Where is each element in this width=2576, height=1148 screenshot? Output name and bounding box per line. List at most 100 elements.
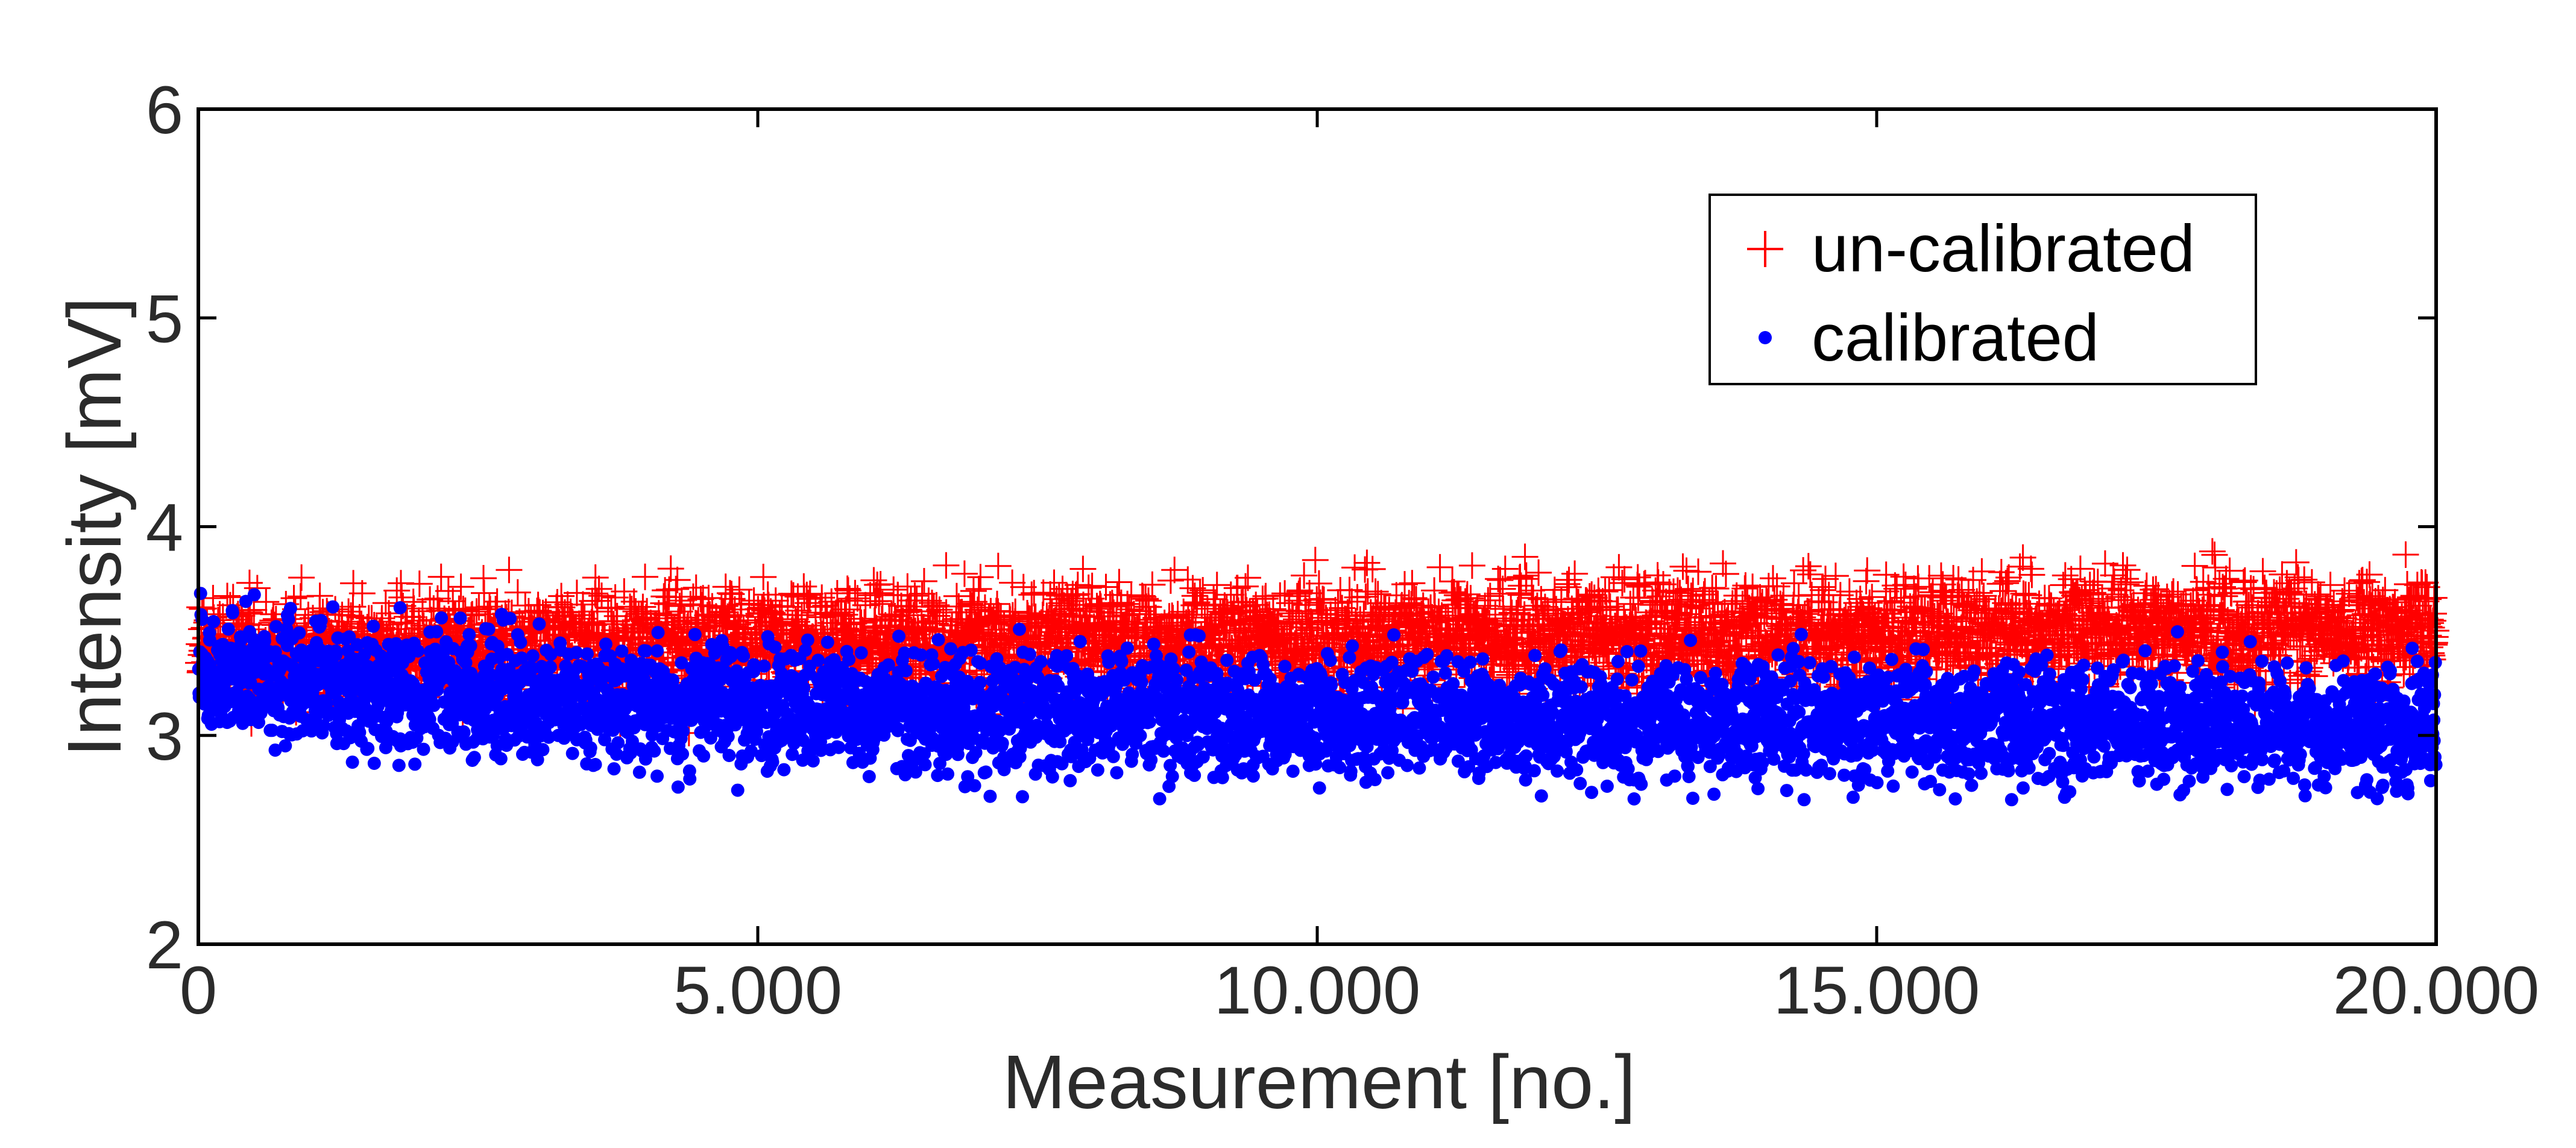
data-point xyxy=(1215,771,1229,784)
data-point xyxy=(599,637,613,651)
data-point xyxy=(2106,663,2120,676)
data-point xyxy=(207,615,221,628)
data-point xyxy=(314,614,328,628)
data-point xyxy=(1797,747,1810,761)
data-point xyxy=(1621,762,1635,776)
data-point xyxy=(494,752,508,766)
data-point xyxy=(1866,743,1880,757)
data-point xyxy=(1794,628,1808,642)
data-point xyxy=(609,747,623,761)
data-point xyxy=(1631,660,1645,673)
data-point xyxy=(282,613,295,626)
data-point xyxy=(268,645,282,659)
data-point xyxy=(411,644,425,658)
data-point xyxy=(941,767,954,781)
data-point xyxy=(909,765,922,779)
data-point xyxy=(1104,719,1118,733)
data-point xyxy=(1091,763,1104,777)
data-point xyxy=(565,746,579,760)
data-point xyxy=(2063,785,2077,799)
data-point xyxy=(1164,652,1178,666)
data-point xyxy=(515,651,529,665)
data-point xyxy=(676,747,689,761)
data-point xyxy=(2237,770,2251,784)
data-point xyxy=(2097,739,2111,753)
data-point xyxy=(1440,649,1453,663)
data-point xyxy=(1081,733,1095,746)
data-point xyxy=(979,765,993,779)
data-point xyxy=(491,639,505,653)
data-point xyxy=(2004,793,2018,807)
data-point xyxy=(806,754,820,768)
data-point xyxy=(1153,792,1167,806)
data-point xyxy=(2220,783,2234,796)
data-point xyxy=(1023,648,1036,661)
data-point xyxy=(1519,773,1532,787)
data-point xyxy=(1286,765,1300,778)
data-point xyxy=(203,633,216,647)
data-point xyxy=(2076,673,2089,687)
data-point xyxy=(1885,652,1898,666)
data-point xyxy=(731,783,745,797)
data-point xyxy=(2308,761,2322,775)
data-point xyxy=(2298,789,2312,803)
data-point xyxy=(2012,665,2026,679)
data-point xyxy=(931,769,945,783)
data-point xyxy=(968,779,981,793)
data-point xyxy=(1034,655,1048,669)
data-point xyxy=(570,646,584,660)
data-point xyxy=(1686,792,1699,805)
data-point xyxy=(1870,776,1884,790)
data-point xyxy=(931,633,945,646)
data-point xyxy=(357,648,371,662)
data-point xyxy=(2299,661,2313,675)
data-point xyxy=(1918,678,1932,692)
data-point xyxy=(235,632,248,646)
data-point xyxy=(2123,681,2137,695)
data-point xyxy=(1451,655,1465,669)
data-point xyxy=(1188,768,1201,782)
data-point xyxy=(1476,652,1490,666)
data-point xyxy=(1278,660,1292,673)
data-point xyxy=(2243,635,2257,649)
data-point xyxy=(721,730,735,743)
data-point xyxy=(1420,648,1434,661)
data-point xyxy=(2138,644,2152,658)
data-point xyxy=(1463,655,1477,669)
data-point xyxy=(697,749,711,763)
data-point xyxy=(1919,664,1933,678)
data-point xyxy=(1182,645,1196,659)
data-point xyxy=(453,611,467,625)
data-point xyxy=(1771,648,1785,662)
data-point xyxy=(798,643,812,657)
data-point xyxy=(2077,658,2091,672)
data-point xyxy=(1659,659,1673,673)
data-point xyxy=(2423,774,2437,787)
data-point xyxy=(2167,659,2181,673)
data-point xyxy=(367,619,380,633)
data-point xyxy=(1196,750,1210,764)
data-point xyxy=(1600,780,1614,793)
data-point xyxy=(2035,658,2049,672)
data-point xyxy=(862,770,876,783)
data-point xyxy=(1055,757,1069,771)
data-point xyxy=(2235,689,2249,703)
data-point xyxy=(1546,706,1560,720)
data-point xyxy=(1220,654,1234,667)
data-point xyxy=(279,739,292,752)
data-point xyxy=(2297,778,2311,792)
data-point xyxy=(1863,661,1877,675)
data-point xyxy=(1962,767,1976,781)
data-point xyxy=(650,644,664,658)
data-point xyxy=(1824,660,1838,673)
data-point xyxy=(2410,654,2424,668)
data-point xyxy=(615,645,629,658)
data-point xyxy=(1948,792,1962,806)
data-point xyxy=(1387,628,1400,642)
data-point xyxy=(427,698,441,712)
data-point xyxy=(1847,651,1861,664)
data-point xyxy=(1309,757,1323,771)
data-point xyxy=(2001,764,2015,778)
data-point xyxy=(537,673,550,687)
data-point xyxy=(1013,622,1026,636)
